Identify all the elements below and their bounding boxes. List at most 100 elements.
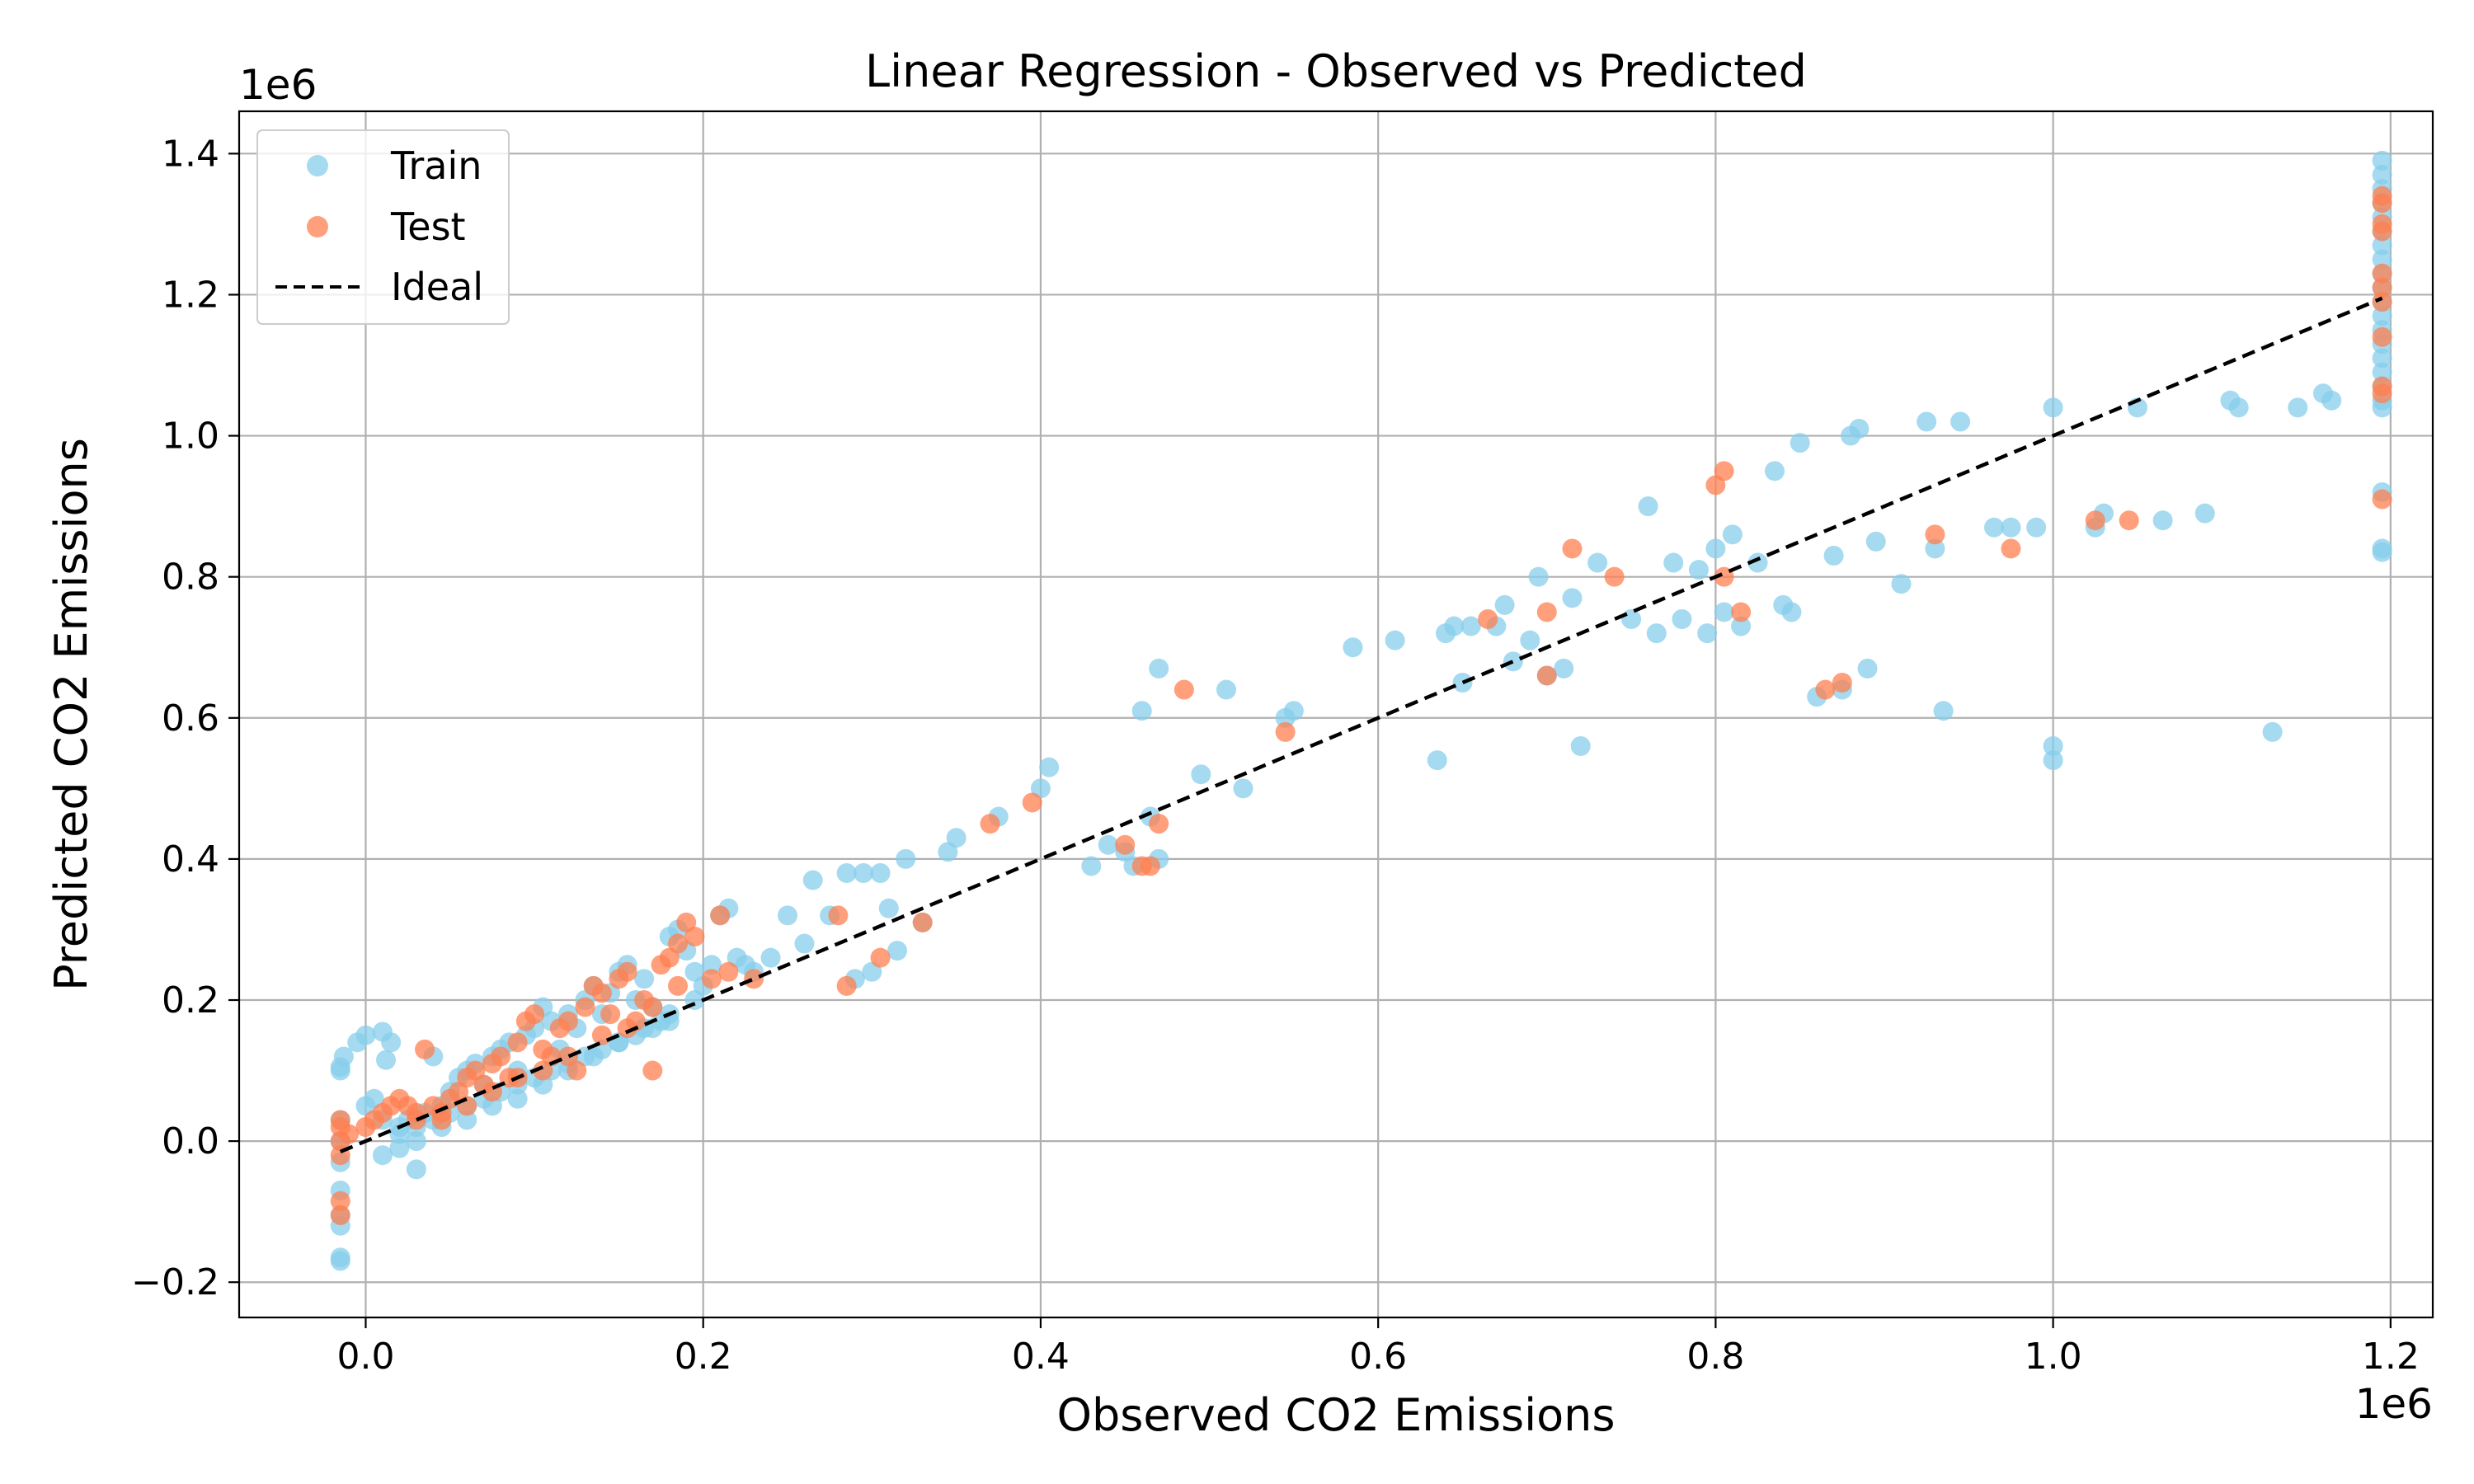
test-point <box>718 961 739 982</box>
train-point <box>634 969 655 989</box>
train-point <box>2372 249 2392 270</box>
train-point <box>1857 658 1878 679</box>
train-point <box>533 1074 553 1095</box>
train-point <box>583 1046 604 1067</box>
train-point <box>1984 517 2004 538</box>
train-point <box>1039 757 1060 777</box>
test-point <box>1925 524 1945 545</box>
train-point <box>1705 538 1726 559</box>
y-tick-label: 1.2 <box>162 274 219 316</box>
train-point <box>2372 362 2392 383</box>
train-point <box>2372 348 2392 369</box>
test-point <box>591 983 612 1003</box>
train-point <box>1849 419 1870 439</box>
train-point <box>2321 390 2342 411</box>
test-point <box>1536 665 1557 686</box>
train-point <box>2152 510 2173 531</box>
train-point <box>1688 560 1709 580</box>
test-point <box>870 947 891 968</box>
test-point <box>980 814 1000 834</box>
legend-test-marker <box>307 216 328 237</box>
test-point <box>575 997 595 1017</box>
train-point <box>870 863 891 883</box>
test-point <box>701 969 722 989</box>
train-point <box>1823 546 1844 566</box>
train-point <box>355 1025 376 1045</box>
test-point <box>1149 814 1169 834</box>
test-point <box>330 1205 350 1225</box>
axis-ticks: 0.0 0.2 0.4 0.6 0.8 1.0 1.2 −0.2 0.0 0.2 0.4 0.6 0.8… <box>131 133 2420 1378</box>
train-point <box>482 1096 502 1116</box>
train-point <box>778 905 797 926</box>
y-tick-label: 1.4 <box>162 133 219 175</box>
train-point <box>1790 433 1810 453</box>
y-tick-label: 1.0 <box>162 416 219 458</box>
x-tick-label: 0.6 <box>1349 1336 1407 1378</box>
test-point <box>642 1060 663 1081</box>
test-point <box>533 1060 553 1081</box>
legend-train-marker <box>307 155 328 176</box>
train-point <box>2026 517 2047 538</box>
test-point <box>2372 263 2392 284</box>
grid <box>239 111 2433 1317</box>
train-point <box>1460 616 1481 636</box>
x-tick-label: 0.8 <box>1686 1336 1744 1378</box>
train-point <box>1452 673 1473 693</box>
train-point <box>1098 834 1118 855</box>
test-point <box>2372 277 2392 298</box>
train-point <box>1638 496 1658 517</box>
test-point <box>836 975 857 996</box>
train-point <box>1587 552 1608 573</box>
train-point <box>1283 701 1304 721</box>
legend-ideal-label: Ideal <box>391 265 483 309</box>
train-point <box>1570 736 1591 756</box>
test-point <box>1731 602 1752 622</box>
train-point <box>1503 651 1523 672</box>
train-point <box>1385 630 1405 650</box>
x-tick-label: 0.0 <box>336 1336 394 1378</box>
train-point <box>1520 630 1540 650</box>
train-point <box>854 863 874 883</box>
test-point <box>415 1039 435 1059</box>
train-point <box>1149 658 1169 679</box>
train-point <box>389 1124 410 1144</box>
train-point <box>887 941 907 961</box>
ideal-line-layer <box>339 296 2383 1154</box>
train-point <box>1621 609 1642 629</box>
test-point <box>431 1102 452 1123</box>
test-point <box>912 912 933 932</box>
y-axis-multiplier: 1e6 <box>239 61 317 109</box>
train-point <box>2372 542 2392 562</box>
train-point <box>1865 531 1886 552</box>
test-point <box>2372 383 2392 404</box>
test-point <box>2372 193 2392 214</box>
train-point <box>2043 397 2063 418</box>
test-point <box>330 1190 350 1211</box>
x-axis-multiplier: 1e6 <box>2355 1380 2433 1428</box>
x-tick-label: 1.2 <box>2362 1336 2420 1378</box>
test-point <box>1815 679 1836 700</box>
train-point <box>1731 616 1752 636</box>
y-tick-label: 0.0 <box>162 1120 219 1162</box>
train-point <box>330 1247 350 1268</box>
train-point <box>1891 574 1912 594</box>
train-point <box>802 870 823 890</box>
train-point <box>1646 623 1667 644</box>
y-tick-label: 0.4 <box>162 838 219 881</box>
train-point <box>2262 721 2283 742</box>
test-point <box>828 905 849 926</box>
legend-test-label: Test <box>390 204 466 249</box>
train-point <box>1528 566 1549 587</box>
test-point <box>1562 538 1583 559</box>
train-point <box>946 828 967 848</box>
train-point <box>389 1138 410 1158</box>
train-point <box>1672 609 1692 629</box>
train-point <box>836 863 857 883</box>
train-point <box>2372 235 2392 256</box>
train-point <box>2001 517 2021 538</box>
test-point <box>2372 221 2392 242</box>
x-axis-title: Observed CO2 Emissions <box>1056 1389 1615 1441</box>
train-point <box>794 933 815 954</box>
train-point <box>701 955 722 975</box>
train-point <box>1697 623 1718 644</box>
